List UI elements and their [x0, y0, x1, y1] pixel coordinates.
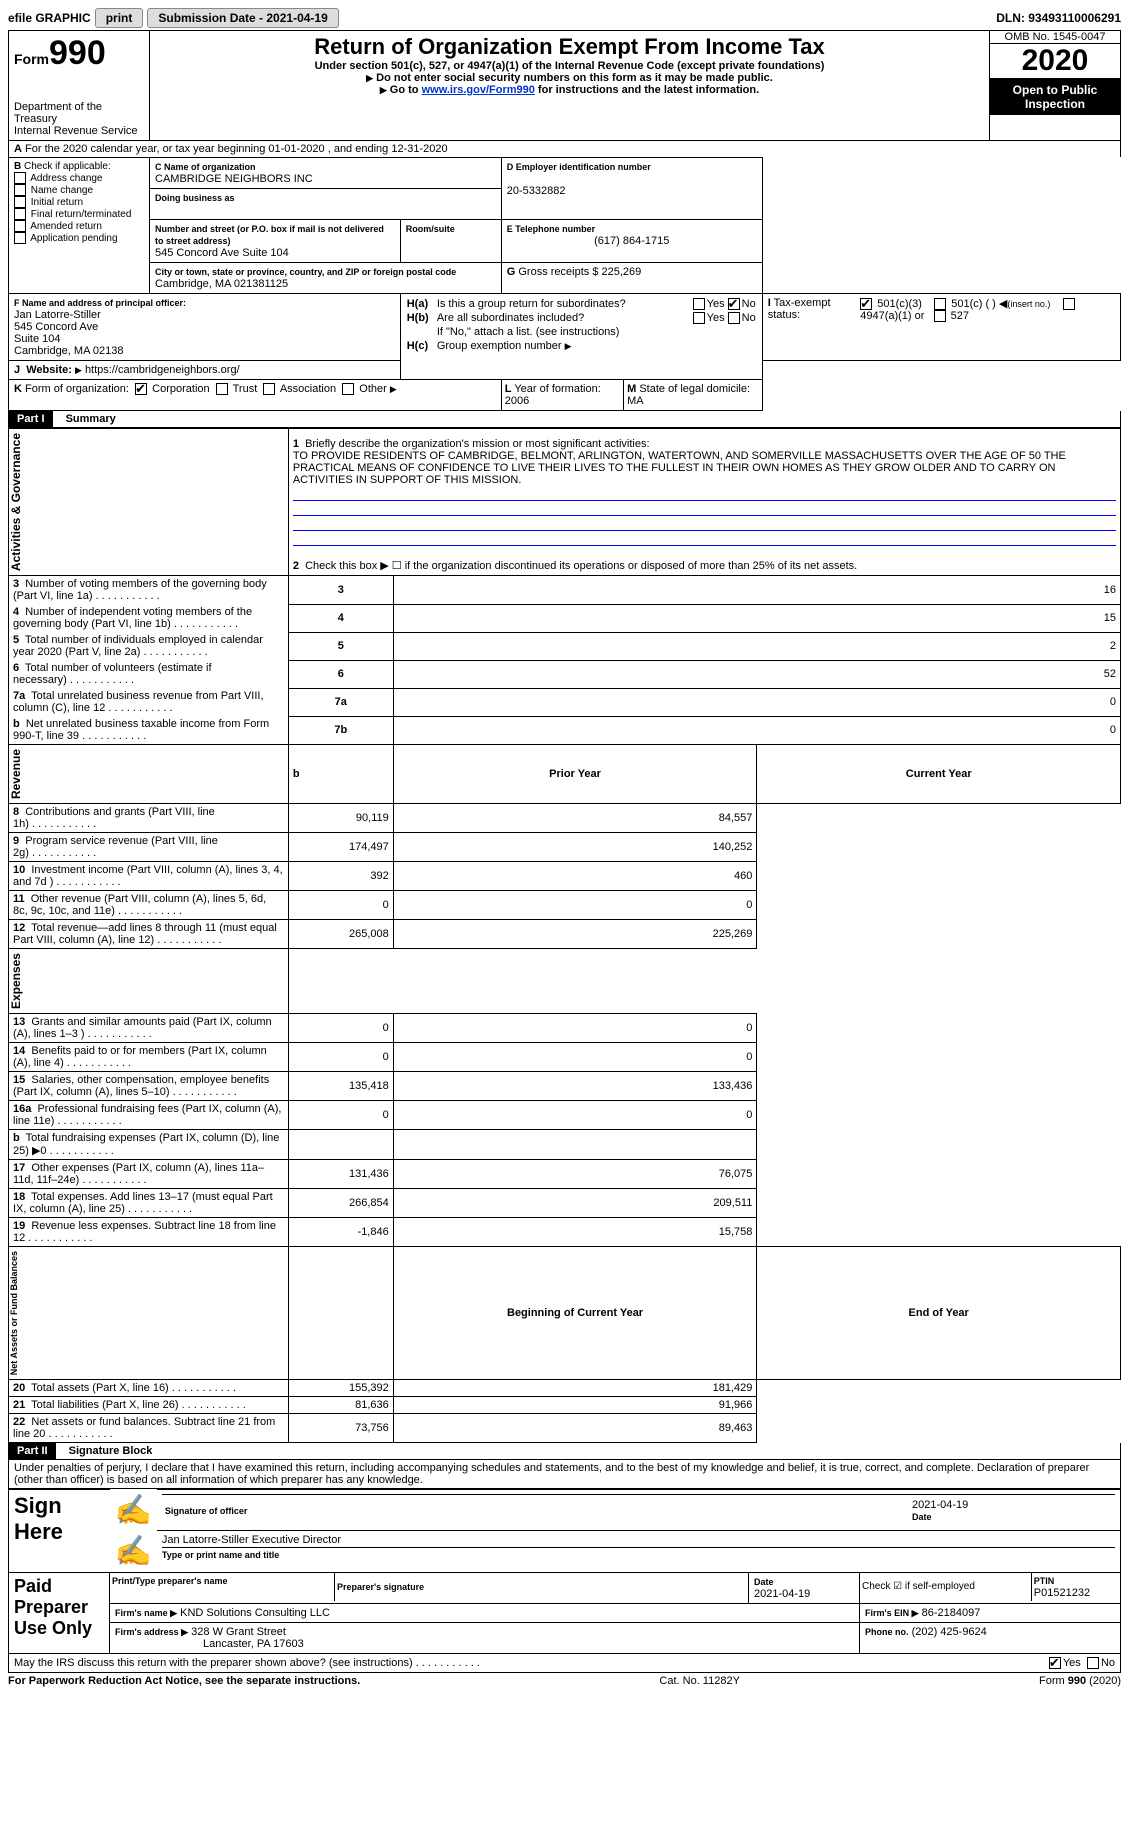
dln-label: DLN: 93493110006291	[996, 11, 1121, 25]
org-name: CAMBRIDGE NEIGHBORS INC	[155, 173, 313, 185]
hb-no-checkbox[interactable]	[728, 312, 740, 324]
b-checkbox[interactable]	[14, 172, 26, 184]
part1-header: Part I	[9, 411, 53, 427]
sig-date: 2021-04-19	[912, 1499, 968, 1511]
form-title: Return of Organization Exempt From Incom…	[155, 34, 984, 60]
city-state-zip: Cambridge, MA 021381125	[155, 278, 288, 290]
side-exp: Expenses	[9, 949, 23, 1013]
summary-table: Activities & Governance 1 Briefly descri…	[8, 428, 1121, 1443]
501c3-checkbox[interactable]	[860, 298, 872, 310]
discuss-yes-checkbox[interactable]	[1049, 1657, 1061, 1669]
ha-yes-checkbox[interactable]	[693, 298, 705, 310]
b-checkbox[interactable]	[14, 184, 26, 196]
trust-checkbox[interactable]	[216, 383, 228, 395]
side-net: Net Assets or Fund Balances	[9, 1247, 19, 1379]
ha-no-checkbox[interactable]	[728, 298, 740, 310]
omb-number: OMB No. 1545-0047	[990, 31, 1120, 43]
dept-label: Department of the Treasury Internal Reve…	[14, 101, 144, 137]
footer: For Paperwork Reduction Act Notice, see …	[8, 1675, 1121, 1687]
year-formation: 2006	[505, 395, 529, 407]
b-checkbox[interactable]	[14, 232, 26, 244]
print-button[interactable]: print	[95, 8, 144, 28]
ein: 20-5332882	[507, 185, 566, 197]
side-rev: Revenue	[9, 745, 23, 803]
line-a: A For the 2020 calendar year, or tax yea…	[8, 141, 1121, 157]
4947-checkbox[interactable]	[1063, 298, 1075, 310]
ssn-warning: Do not enter social security numbers on …	[376, 72, 773, 84]
arrow-icon	[366, 72, 373, 84]
website: https://cambridgeneighbors.org/	[85, 364, 240, 376]
part2-title: Signature Block	[59, 1445, 153, 1457]
discuss-no-checkbox[interactable]	[1087, 1657, 1099, 1669]
firm-name: KND Solutions Consulting LLC	[180, 1607, 330, 1619]
form-subtitle: Under section 501(c), 527, or 4947(a)(1)…	[155, 60, 984, 72]
mission-text: TO PROVIDE RESIDENTS OF CAMBRIDGE, BELMO…	[293, 450, 1066, 486]
state-domicile: MA	[627, 395, 644, 407]
form-header: Form990 Department of the Treasury Inter…	[8, 30, 1121, 141]
other-checkbox[interactable]	[342, 383, 354, 395]
phone: (617) 864-1715	[507, 235, 757, 247]
gross-receipts: 225,269	[602, 266, 642, 278]
efile-label: efile GRAPHIC	[8, 11, 91, 25]
ptin: P01521232	[1034, 1587, 1090, 1599]
arrow-icon	[565, 340, 572, 352]
top-bar: efile GRAPHIC print Submission Date - 20…	[8, 8, 1121, 28]
tax-year: 2020	[990, 43, 1120, 79]
paid-preparer-label: Paid Preparer Use Only	[14, 1576, 104, 1639]
preparer-phone: (202) 425-9624	[912, 1626, 987, 1638]
b-checkbox[interactable]	[14, 220, 26, 232]
irs-link[interactable]: www.irs.gov/Form990	[422, 84, 535, 96]
sign-here-label: Sign Here	[14, 1493, 105, 1545]
hb-yes-checkbox[interactable]	[693, 312, 705, 324]
501c-checkbox[interactable]	[934, 298, 946, 310]
open-inspection: Open to Public Inspection	[990, 79, 1120, 115]
arrow-icon	[380, 84, 387, 96]
form-number: 990	[49, 34, 106, 72]
arrow-icon	[75, 364, 82, 376]
b-checkbox[interactable]	[14, 208, 26, 220]
perjury-declaration: Under penalties of perjury, I declare th…	[8, 1460, 1121, 1489]
entity-info: B Check if applicable: Address change Na…	[8, 157, 1121, 411]
corp-checkbox[interactable]	[135, 383, 147, 395]
officer-name: Jan Latorre-Stiller Executive Director	[162, 1534, 341, 1546]
b-checkbox[interactable]	[14, 196, 26, 208]
side-ag: Activities & Governance	[9, 429, 23, 575]
assoc-checkbox[interactable]	[263, 383, 275, 395]
submission-date-button[interactable]: Submission Date - 2021-04-19	[147, 8, 338, 28]
firm-ein: 86-2184097	[922, 1607, 981, 1619]
part2-header: Part II	[9, 1443, 56, 1459]
arrow-icon	[390, 383, 397, 395]
part1-title: Summary	[56, 413, 116, 425]
form-word: Form	[14, 51, 49, 67]
527-checkbox[interactable]	[934, 310, 946, 322]
street-address: 545 Concord Ave Suite 104	[155, 247, 289, 259]
signature-block: Sign Here ✍ Signature of officer 2021-04…	[8, 1489, 1121, 1673]
